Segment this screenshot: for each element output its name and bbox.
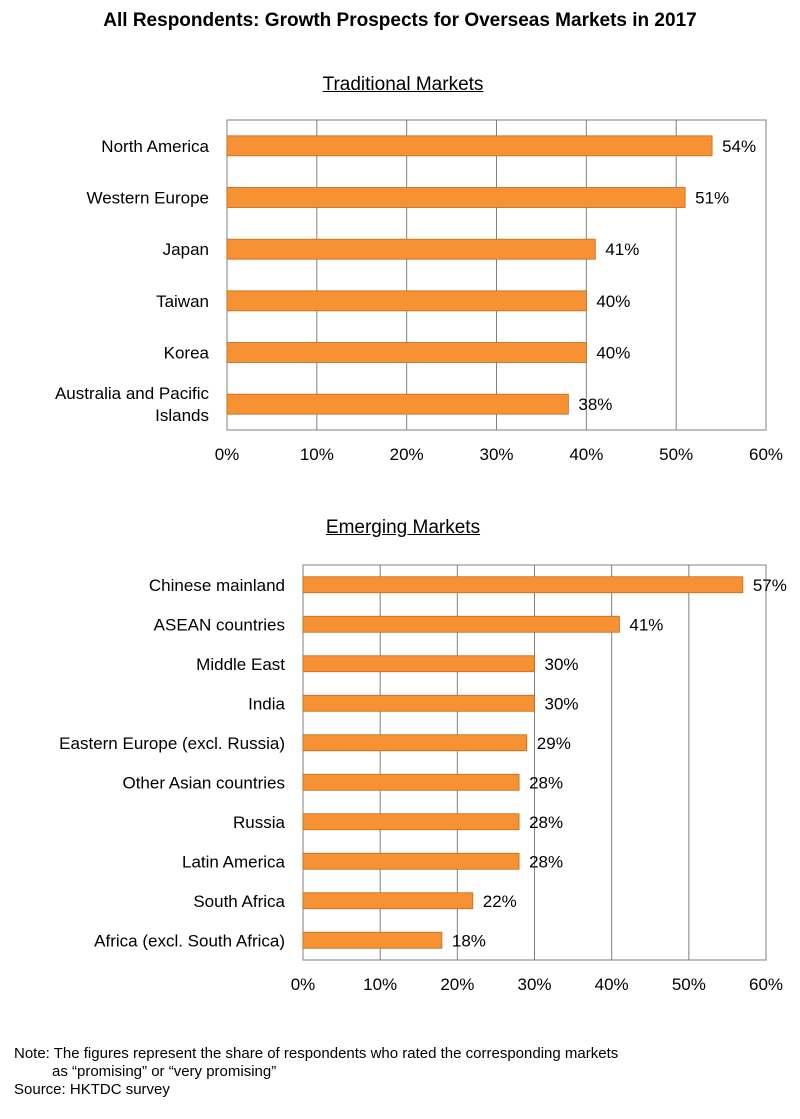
value-label: 41%	[605, 240, 639, 259]
tick-label: 50%	[659, 445, 693, 464]
bar	[226, 238, 596, 260]
bar	[302, 734, 528, 752]
tick-label: 30%	[479, 445, 513, 464]
bar	[302, 931, 443, 949]
value-label: 40%	[596, 292, 630, 311]
plot-frame	[302, 564, 767, 961]
category-label: Islands	[155, 406, 209, 425]
tick-label: 60%	[749, 975, 783, 994]
value-label: 41%	[629, 615, 663, 634]
bar	[302, 576, 744, 594]
bar	[226, 135, 713, 157]
tick-label: 20%	[440, 975, 474, 994]
note-line-2: as “promising” or “very promising”	[52, 1063, 277, 1080]
category-label: Western Europe	[86, 189, 209, 208]
tick-label: 0%	[291, 975, 316, 994]
tick-label: 40%	[569, 445, 603, 464]
value-label: 54%	[722, 137, 756, 156]
category-label: North America	[101, 137, 209, 156]
bar	[302, 852, 520, 870]
category-label: Eastern Europe (excl. Russia)	[59, 734, 285, 753]
category-label: Africa (excl. South Africa)	[94, 931, 285, 950]
bar	[302, 694, 535, 712]
value-label: 28%	[529, 813, 563, 832]
value-label: 38%	[578, 395, 612, 414]
bar	[302, 892, 474, 910]
bar	[302, 773, 520, 791]
category-label: Japan	[163, 240, 209, 259]
category-label: ASEAN countries	[154, 615, 285, 634]
category-label: Chinese mainland	[149, 576, 285, 595]
tick-label: 40%	[595, 975, 629, 994]
value-label: 57%	[753, 576, 787, 595]
tick-label: 0%	[215, 445, 240, 464]
tick-label: 50%	[672, 975, 706, 994]
bar	[302, 615, 620, 633]
bar	[302, 813, 520, 831]
value-label: 30%	[545, 694, 579, 713]
category-label: India	[248, 694, 285, 713]
value-label: 18%	[452, 931, 486, 950]
page-title: All Respondents: Growth Prospects for Ov…	[103, 10, 697, 31]
tick-label: 10%	[300, 445, 334, 464]
value-label: 28%	[529, 852, 563, 871]
emerging-markets-title: Emerging Markets	[325, 517, 481, 538]
bar	[226, 290, 587, 312]
traditional-markets-chart: 54% North America 51% Western Europe 41% Japa…	[55, 119, 783, 464]
tick-label: 10%	[363, 975, 397, 994]
value-label: 51%	[695, 189, 729, 208]
category-label: Russia	[233, 813, 286, 832]
bar	[226, 342, 587, 363]
value-label: 30%	[545, 655, 579, 674]
category-label: Korea	[164, 344, 210, 363]
value-label: 40%	[596, 344, 630, 363]
tick-label: 60%	[749, 445, 783, 464]
note-line-1: Note: The figures represent the share of…	[14, 1045, 619, 1062]
plot-frame	[226, 119, 767, 431]
footnote: Note: The figures represent the share of…	[14, 1045, 618, 1099]
emerging-markets-chart: 57% Chinese mainland 41% ASEAN countries 30%…	[59, 564, 787, 994]
tick-label: 30%	[517, 975, 551, 994]
tick-label: 20%	[390, 445, 424, 464]
category-label: South Africa	[193, 892, 285, 911]
bar	[226, 393, 569, 415]
category-label: Middle East	[196, 655, 285, 674]
bar	[226, 187, 686, 208]
bar	[302, 655, 535, 673]
category-label: Latin America	[182, 852, 286, 871]
category-label: Australia and Pacific	[55, 384, 210, 403]
value-label: 22%	[483, 892, 517, 911]
source-line: Source: HKTDC survey	[14, 1081, 170, 1098]
value-label: 29%	[537, 734, 571, 753]
category-label: Other Asian countries	[122, 773, 285, 792]
traditional-markets-title: Traditional Markets	[322, 74, 484, 95]
category-label: Taiwan	[156, 292, 209, 311]
value-label: 28%	[529, 773, 563, 792]
